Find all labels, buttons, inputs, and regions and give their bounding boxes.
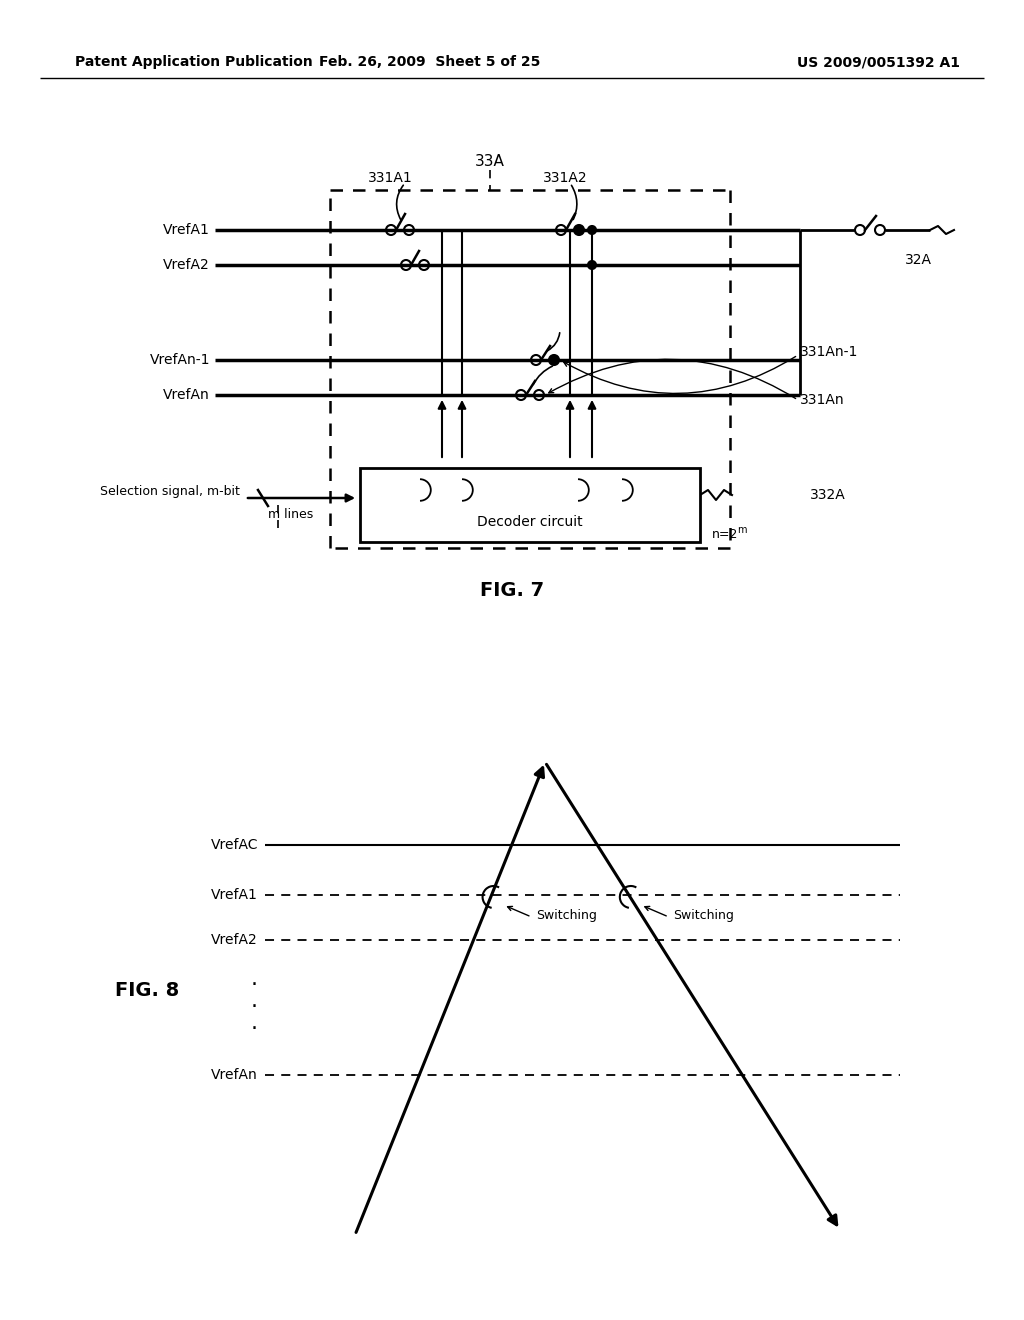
Text: n=2: n=2 — [712, 528, 738, 540]
Text: VrefA2: VrefA2 — [211, 933, 258, 946]
Text: ·: · — [251, 975, 258, 995]
Text: VrefAC: VrefAC — [211, 838, 258, 851]
Text: FIG. 8: FIG. 8 — [115, 981, 179, 999]
Text: 33A: 33A — [475, 154, 505, 169]
Text: 331A1: 331A1 — [368, 172, 413, 185]
Circle shape — [550, 356, 558, 364]
Text: Patent Application Publication: Patent Application Publication — [75, 55, 312, 69]
Circle shape — [575, 226, 583, 234]
Circle shape — [588, 261, 596, 269]
Text: Switching: Switching — [674, 908, 734, 921]
Text: ·: · — [251, 1019, 258, 1039]
Text: Decoder circuit: Decoder circuit — [477, 515, 583, 529]
Circle shape — [588, 226, 596, 234]
Text: VrefA1: VrefA1 — [163, 223, 210, 238]
Text: Selection signal, m-bit: Selection signal, m-bit — [100, 486, 240, 499]
Text: VrefAn: VrefAn — [163, 388, 210, 403]
Text: 331An-1: 331An-1 — [800, 345, 858, 359]
Text: FIG. 7: FIG. 7 — [480, 581, 544, 599]
Text: VrefA2: VrefA2 — [163, 257, 210, 272]
Text: 331A2: 331A2 — [543, 172, 588, 185]
Text: Switching: Switching — [537, 908, 597, 921]
Text: 32A: 32A — [905, 253, 932, 267]
Text: VrefAn-1: VrefAn-1 — [150, 352, 210, 367]
Text: VrefA1: VrefA1 — [211, 888, 258, 902]
Text: m lines: m lines — [268, 507, 313, 520]
Text: 331An: 331An — [800, 393, 845, 407]
Text: VrefAn: VrefAn — [211, 1068, 258, 1082]
Text: 332A: 332A — [810, 488, 846, 502]
Text: US 2009/0051392 A1: US 2009/0051392 A1 — [797, 55, 961, 69]
Text: Feb. 26, 2009  Sheet 5 of 25: Feb. 26, 2009 Sheet 5 of 25 — [319, 55, 541, 69]
Text: ·: · — [251, 997, 258, 1016]
Bar — [360, 469, 700, 543]
Text: m: m — [737, 525, 746, 535]
